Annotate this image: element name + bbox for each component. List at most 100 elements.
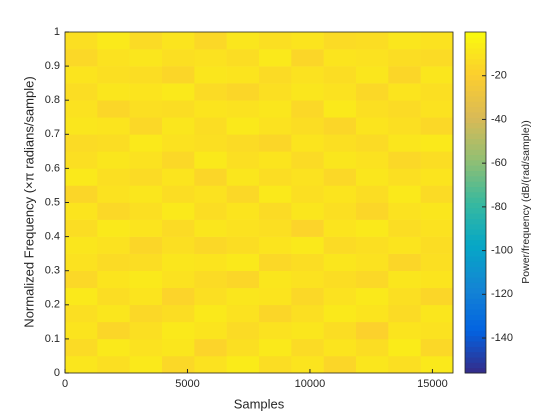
heatmap-cell bbox=[291, 321, 324, 340]
colorbar-swatch bbox=[465, 79, 486, 86]
heatmap-cell bbox=[356, 304, 389, 323]
heatmap-cell bbox=[420, 253, 454, 271]
heatmap-cell bbox=[97, 202, 130, 220]
colorbar-swatch bbox=[465, 207, 486, 214]
colorbar-swatch bbox=[465, 197, 486, 203]
heatmap-cell bbox=[65, 66, 98, 84]
heatmap-cell bbox=[226, 355, 260, 374]
colorbar-swatch bbox=[465, 266, 486, 273]
heatmap-cell bbox=[226, 151, 260, 169]
heatmap-cell bbox=[226, 253, 260, 271]
colorbar-swatch bbox=[465, 95, 486, 102]
colorbar-swatch bbox=[465, 234, 486, 241]
colorbar-swatch bbox=[465, 319, 486, 326]
heatmap-cell bbox=[226, 236, 260, 254]
colorbar-swatch bbox=[465, 58, 486, 65]
y-tick-label: 1 bbox=[54, 26, 60, 38]
colorbar-swatch bbox=[465, 170, 486, 177]
heatmap-cell bbox=[129, 236, 163, 254]
colorbar-swatch bbox=[465, 143, 486, 150]
heatmap-cell bbox=[65, 219, 98, 237]
heatmap-cell bbox=[226, 304, 260, 323]
heatmap-cell bbox=[420, 151, 454, 169]
heatmap-cell bbox=[259, 32, 292, 50]
colorbar-swatch bbox=[465, 325, 486, 331]
heatmap-cell bbox=[226, 202, 260, 220]
heatmap-cell bbox=[129, 304, 163, 323]
heatmap-cell bbox=[356, 287, 389, 306]
heatmap-cell bbox=[356, 270, 389, 289]
colorbar-swatch bbox=[465, 261, 486, 267]
heatmap-cell bbox=[323, 134, 357, 152]
heatmap-cell bbox=[388, 202, 421, 220]
heatmap-cell bbox=[97, 32, 130, 50]
heatmap-cell bbox=[129, 270, 163, 289]
heatmap-cell bbox=[97, 151, 130, 169]
heatmap-cell bbox=[194, 32, 227, 50]
heatmap-cell bbox=[356, 117, 389, 135]
heatmap-cell bbox=[65, 134, 98, 152]
heatmap-cell bbox=[65, 321, 98, 340]
heatmap-cell bbox=[226, 134, 260, 152]
heatmap-cell bbox=[194, 49, 227, 67]
colorbar-swatch bbox=[465, 69, 486, 76]
colorbar-swatch bbox=[465, 282, 486, 289]
heatmap-cell bbox=[97, 270, 130, 289]
heatmap-cell bbox=[323, 83, 357, 101]
heatmap-cell bbox=[259, 117, 292, 135]
heatmap-cell bbox=[388, 66, 421, 84]
colorbar-swatch bbox=[465, 42, 486, 49]
heatmap-cell bbox=[323, 253, 357, 271]
heatmap-cell bbox=[259, 49, 292, 67]
x-tick-label: 0 bbox=[62, 378, 68, 390]
heatmap-cell bbox=[291, 355, 324, 374]
colorbar-swatch bbox=[465, 63, 486, 70]
colorbar-swatch bbox=[465, 53, 486, 60]
heatmap-cell bbox=[356, 32, 389, 50]
colorbar-swatch bbox=[465, 330, 486, 337]
colorbar-swatch bbox=[465, 159, 486, 166]
heatmap-cell bbox=[129, 338, 163, 357]
heatmap-cell bbox=[226, 270, 260, 289]
colorbar-frame bbox=[464, 31, 487, 374]
heatmap-cell bbox=[420, 117, 454, 135]
y-tick-label: 0 bbox=[54, 367, 60, 379]
colorbar-label: Power/frequency (dB/(rad/sample)) bbox=[520, 120, 532, 283]
colorbar-swatch bbox=[465, 117, 486, 124]
heatmap-cell bbox=[162, 83, 195, 101]
heatmap-cell bbox=[259, 83, 292, 101]
heatmap-cell bbox=[323, 270, 357, 289]
heatmap-cell bbox=[129, 185, 163, 203]
x-tick-label: 15000 bbox=[417, 378, 448, 390]
heatmap-cell bbox=[323, 219, 357, 237]
x-tick-label: 10000 bbox=[295, 378, 326, 390]
heatmap-cell bbox=[388, 49, 421, 67]
heatmap-cell bbox=[194, 185, 227, 203]
colorbar-swatch bbox=[465, 106, 486, 113]
colorbar-swatch bbox=[465, 309, 486, 315]
heatmap-cell bbox=[97, 66, 130, 84]
heatmap-cell bbox=[420, 304, 454, 323]
heatmap-cell bbox=[194, 236, 227, 254]
heatmap-cell bbox=[162, 49, 195, 67]
heatmap-cell bbox=[65, 236, 98, 254]
heatmap-cell bbox=[97, 134, 130, 152]
colorbar-swatch bbox=[465, 202, 486, 209]
heatmap-cell bbox=[259, 66, 292, 84]
colorbar-swatch bbox=[465, 367, 486, 374]
heatmap-cell bbox=[420, 134, 454, 152]
heatmap-cell bbox=[129, 83, 163, 101]
heatmap-cell bbox=[97, 321, 130, 340]
heatmap-cell bbox=[356, 66, 389, 84]
colorbar-tick-label: -140 bbox=[491, 332, 513, 344]
heatmap-cell bbox=[97, 49, 130, 67]
heatmap-cell bbox=[259, 270, 292, 289]
heatmap-cell bbox=[323, 49, 357, 67]
heatmap-cell bbox=[129, 355, 163, 374]
heatmap-cells bbox=[65, 32, 454, 374]
colorbar-swatch bbox=[465, 245, 486, 251]
y-tick-label: 0.7 bbox=[45, 128, 60, 140]
colorbar-swatch bbox=[465, 357, 486, 363]
heatmap-cell bbox=[291, 151, 324, 169]
heatmap-cell bbox=[323, 355, 357, 374]
